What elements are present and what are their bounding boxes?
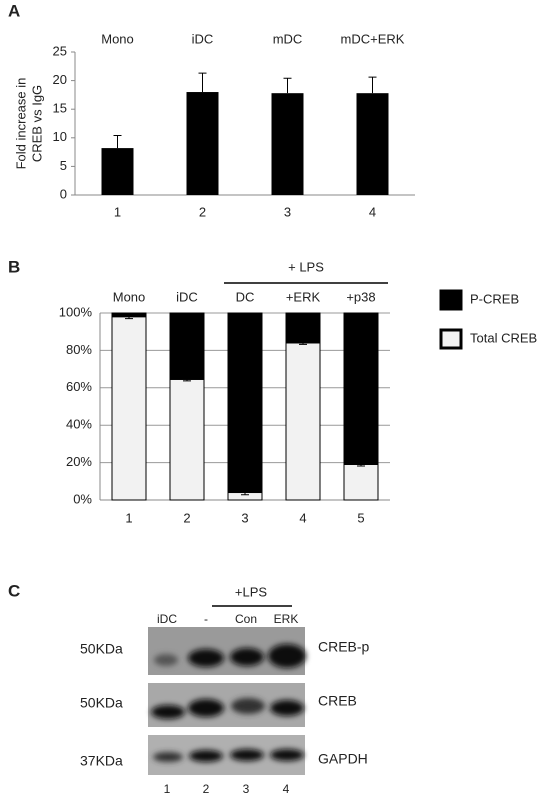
- lane-label: iDC: [157, 612, 177, 626]
- x-tick-label: 5: [357, 510, 364, 525]
- lane-number: 1: [164, 782, 171, 796]
- panel-label: A: [8, 1, 20, 20]
- y-tick-label: 80%: [66, 342, 92, 357]
- y-tick-label: 15: [53, 101, 67, 116]
- group-label: iDC: [192, 31, 214, 46]
- x-tick-label: 2: [183, 510, 190, 525]
- legend-swatch: [439, 289, 463, 311]
- bar-segment: [111, 316, 147, 501]
- y-tick-label: 0: [60, 186, 67, 201]
- protein-label: GAPDH: [318, 751, 368, 767]
- bar-segment: [343, 463, 379, 501]
- error-bar: [368, 76, 377, 94]
- protein-label: CREB: [318, 693, 357, 709]
- group-label: mDC+ERK: [341, 31, 405, 46]
- bar-segment: [227, 312, 263, 494]
- group-label: iDC: [176, 289, 198, 304]
- y-tick-label: 25: [53, 43, 67, 58]
- lane-number: 3: [243, 782, 250, 796]
- span-label: +LPS: [235, 584, 267, 599]
- group-label: +ERK: [286, 289, 321, 304]
- group-label: DC: [236, 289, 255, 304]
- y-axis-label: CREB vs IgG: [29, 85, 44, 162]
- span-label: + LPS: [288, 259, 324, 274]
- bar-segment: [169, 378, 205, 501]
- bar-segment: [343, 312, 379, 465]
- legend-label: Total CREB: [470, 330, 537, 345]
- blot-bands: [151, 644, 306, 762]
- bar-segment: [285, 342, 321, 501]
- legend-swatch: [439, 328, 463, 350]
- group-label: +p38: [346, 289, 375, 304]
- legend-label: P-CREB: [470, 291, 519, 306]
- group-label: mDC: [273, 31, 303, 46]
- size-label: 50KDa: [80, 695, 123, 711]
- panel-label: B: [8, 257, 20, 276]
- x-tick-label: 3: [241, 510, 248, 525]
- x-tick-label: 4: [299, 510, 306, 525]
- y-tick-label: 20%: [66, 454, 92, 469]
- bar-segment: [111, 312, 147, 318]
- x-tick-label: 4: [369, 204, 376, 219]
- y-tick-label: 60%: [66, 379, 92, 394]
- size-label: 37KDa: [80, 753, 123, 769]
- y-tick-label: 5: [60, 158, 67, 173]
- lane-number: 2: [203, 782, 210, 796]
- bar: [271, 93, 304, 195]
- bar-segment: [285, 312, 321, 344]
- panel-label: C: [8, 581, 20, 600]
- y-axis-label: Fold increase in: [13, 78, 28, 170]
- lane-number: 4: [283, 782, 290, 796]
- size-label: 50KDa: [80, 641, 123, 657]
- y-tick-label: 100%: [59, 304, 93, 319]
- x-tick-label: 1: [125, 510, 132, 525]
- bar: [186, 92, 219, 195]
- x-tick-label: 2: [199, 204, 206, 219]
- error-bar: [113, 135, 122, 149]
- y-tick-label: 40%: [66, 417, 92, 432]
- bar-segment: [169, 312, 205, 380]
- y-tick-label: 0%: [73, 491, 92, 506]
- group-label: Mono: [101, 31, 134, 46]
- x-tick-label: 1: [114, 204, 121, 219]
- lane-label: -: [204, 612, 208, 626]
- protein-label: CREB-p: [318, 639, 370, 655]
- y-tick-label: 10: [53, 129, 67, 144]
- lane-label: Con: [235, 612, 257, 626]
- bar: [101, 148, 134, 195]
- error-bar: [198, 72, 207, 93]
- y-tick-label: 20: [53, 72, 67, 87]
- x-tick-label: 3: [284, 204, 291, 219]
- bar: [356, 93, 389, 195]
- group-label: Mono: [113, 289, 146, 304]
- error-bar: [283, 77, 292, 94]
- lane-label: ERK: [274, 612, 299, 626]
